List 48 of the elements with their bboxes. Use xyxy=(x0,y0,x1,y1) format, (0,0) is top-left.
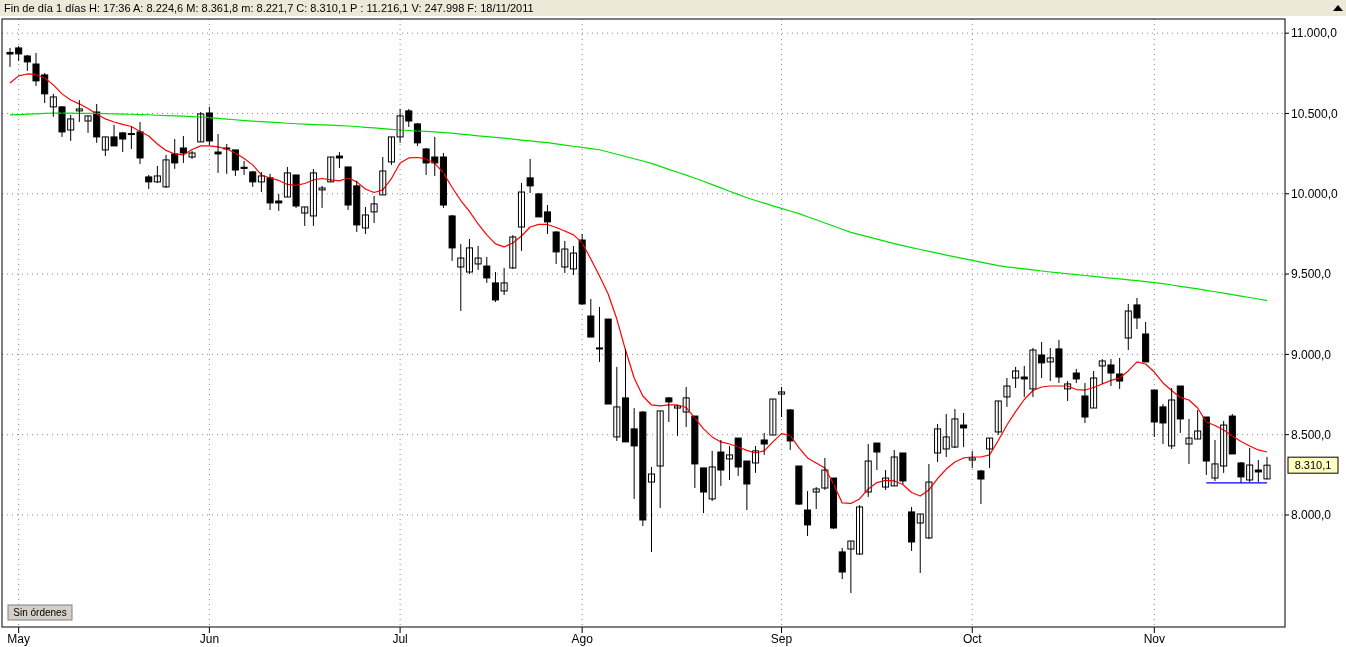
candlestick xyxy=(145,174,153,190)
y-tick-label: 11.000,0 xyxy=(1291,26,1338,41)
x-tick-label: Jun xyxy=(199,632,220,646)
candlestick xyxy=(656,410,664,509)
annotation: Sin órdenes xyxy=(13,607,67,618)
candlestick xyxy=(804,490,812,537)
candlestick xyxy=(483,256,491,284)
x-tick-label: Ago xyxy=(571,632,594,646)
y-tick-label: 9.500,0 xyxy=(1291,267,1332,282)
candlestick xyxy=(214,133,222,174)
x-tick-label: May xyxy=(7,632,30,646)
candlestick xyxy=(249,170,257,188)
x-tick-label: Jul xyxy=(392,632,408,646)
x-tick-label: Nov xyxy=(1143,632,1165,646)
x-tick-label: Oct xyxy=(962,632,983,646)
candlestick xyxy=(75,99,83,123)
text: 8.310,1 xyxy=(1294,459,1332,472)
candlestick xyxy=(179,135,187,164)
y-tick-label: 9.000,0 xyxy=(1291,347,1332,362)
x-tick-label: Sep xyxy=(770,632,793,646)
candlestick xyxy=(335,151,343,169)
candlestick xyxy=(535,192,543,218)
y-tick-label: 8.500,0 xyxy=(1291,427,1332,442)
candlestick xyxy=(587,298,595,338)
candlestick xyxy=(691,415,699,489)
candlestick xyxy=(778,386,786,418)
candlestick xyxy=(457,243,465,312)
candlestick xyxy=(665,396,673,423)
candlestick xyxy=(760,432,768,456)
y-tick-label: 8.000,0 xyxy=(1291,508,1332,523)
candlestick xyxy=(23,54,31,72)
candlestick xyxy=(1072,368,1080,384)
candlestick xyxy=(1003,377,1011,408)
candlestick xyxy=(873,442,881,471)
candlestick xyxy=(188,150,196,160)
y-tick-label: 10.000,0 xyxy=(1291,186,1339,201)
candlestick xyxy=(977,469,985,505)
candlestick xyxy=(327,156,335,183)
candlestick xyxy=(370,195,378,224)
candlestick xyxy=(223,143,231,175)
candlestick xyxy=(361,206,369,235)
y-tick-label: 10.500,0 xyxy=(1291,106,1339,121)
candlestick xyxy=(1012,366,1020,389)
candlestick xyxy=(769,398,777,436)
candlestick xyxy=(543,204,552,235)
chart-title: Fin de día 1 días H: 17:36 A: 8.224,6 M: 8.361,8 m: 8.221,7 C: 8.310,1 P : 11.216,1 V: 247.998 F: 18/11/2011 xyxy=(4,2,534,14)
candlestick xyxy=(986,437,994,469)
candlestick xyxy=(526,158,534,194)
